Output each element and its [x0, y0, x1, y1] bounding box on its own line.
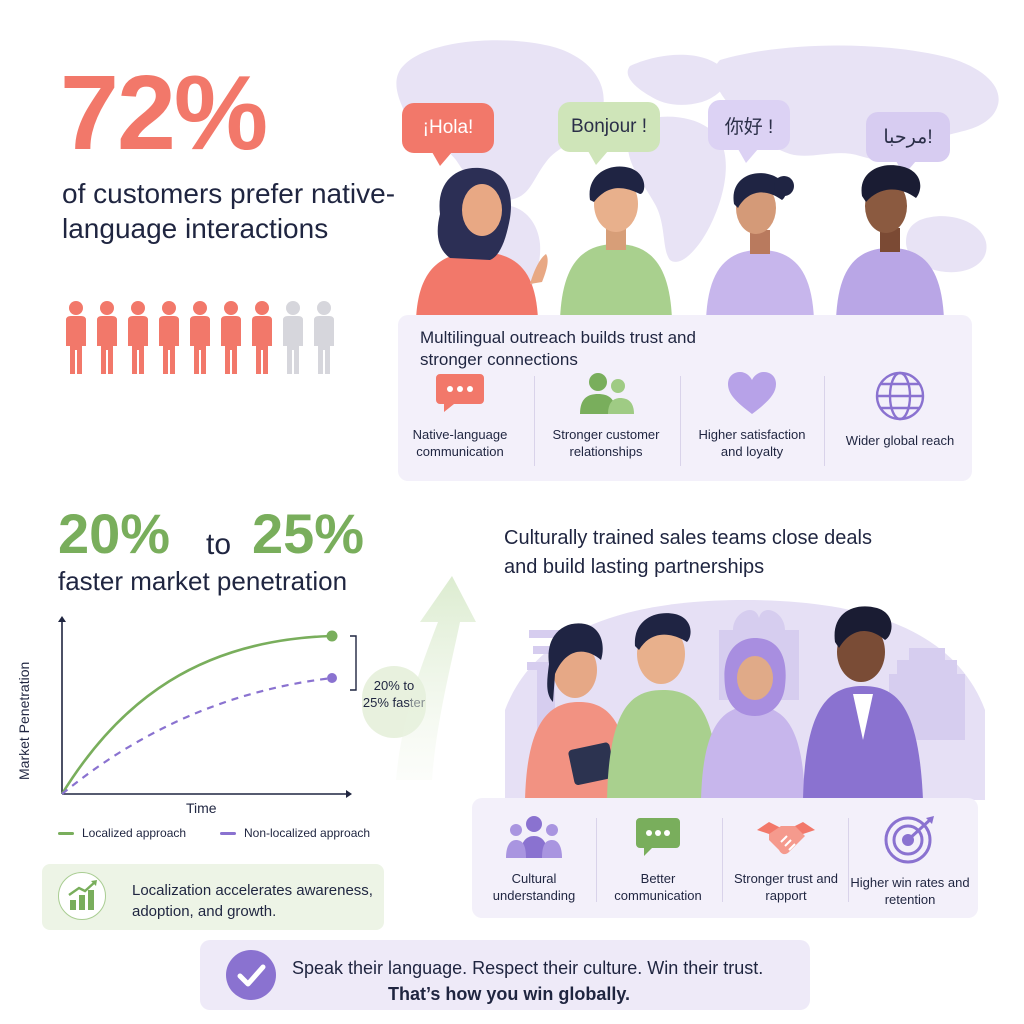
divider	[824, 376, 825, 466]
person-highlighted-icon	[66, 301, 86, 374]
legend-swatch-purple	[220, 831, 236, 835]
series-nonlocalized-endpoint	[327, 673, 337, 683]
salesperson-man-purple-icon	[803, 606, 923, 800]
sales-benefit-communication: Better communication	[596, 814, 720, 904]
group-icon	[506, 816, 562, 858]
series-nonlocalized-line	[61, 676, 333, 795]
insight-icon-wrap	[58, 872, 106, 920]
people-icon	[580, 373, 634, 414]
sales-benefit-trust: Stronger trust and rapport	[724, 814, 848, 904]
greeting-bubble-spanish: ¡Hola!	[402, 103, 494, 166]
footer-tagline: Speak their language. Respect their cult…	[292, 958, 764, 978]
checkmark-icon	[237, 964, 266, 987]
salesperson-man-green-icon	[607, 613, 719, 800]
sales-team-illustration	[505, 600, 985, 800]
speaker-woman-coral-icon	[416, 167, 548, 320]
sales-benefit-label: Cultural understanding	[492, 871, 576, 903]
greeting-bubble-chinese: 你好 !	[708, 100, 790, 163]
stat-native-caption: of customers prefer native-language inte…	[62, 178, 396, 244]
person-highlighted-icon	[221, 301, 241, 374]
footer-check-wrap	[226, 950, 276, 1000]
speaker-man-green-icon	[560, 166, 672, 320]
sales-benefit-label: Better communication	[614, 871, 702, 903]
trust-panel-heading: Multilingual outreach builds trust and s…	[420, 328, 696, 369]
salesperson-woman-coral-icon	[525, 623, 631, 800]
legend-item-localized: Localized approach	[58, 826, 186, 840]
benefit-relationships: Stronger customer relationships	[541, 370, 671, 470]
divider	[534, 376, 535, 466]
legend-swatch-green	[58, 831, 74, 835]
speaker-woman-lavender-icon	[706, 173, 814, 320]
speaker-man-purple-icon	[836, 165, 944, 320]
series-localized-endpoint	[326, 630, 338, 642]
gap-bracket	[350, 635, 357, 691]
globe-icon	[875, 371, 925, 421]
benefit-satisfaction: Higher satisfaction and loyalty	[687, 370, 817, 470]
person-highlighted-icon	[128, 301, 148, 374]
salesperson-woman-hijab-icon	[701, 638, 805, 800]
person-highlighted-icon	[97, 301, 117, 374]
stat-penetration-caption: faster market penetration	[58, 566, 348, 596]
benefit-global-reach: Wider global reach	[835, 370, 965, 470]
handshake-icon	[757, 822, 815, 855]
footer-closing: That’s how you win globally.	[388, 984, 631, 1004]
benefit-native-language: Native-language communication	[395, 370, 525, 470]
chart-x-axis-arrow	[346, 790, 352, 798]
divider	[680, 376, 681, 466]
divider	[596, 818, 597, 902]
sales-benefit-cultural: Cultural understanding	[472, 814, 596, 904]
stat-penetration-connector: to	[206, 528, 232, 561]
stat-native-value: 72%	[60, 54, 268, 172]
chart-y-label: Market Penetration	[16, 661, 32, 780]
person-highlighted-icon	[159, 301, 179, 374]
chart-legend: Localized approach Non-localized approac…	[58, 826, 398, 842]
sales-benefit-label: Higher win rates and retention	[850, 875, 970, 907]
growth-chart-icon	[68, 880, 97, 910]
person-highlighted-icon	[252, 301, 272, 374]
sales-heading: Culturally trained sales teams close dea…	[504, 527, 872, 578]
divider	[722, 818, 723, 902]
greeting-bubble-arabic: مرحبا!	[866, 112, 950, 175]
penetration-chart	[58, 616, 357, 798]
growth-arrow-icon	[396, 576, 476, 780]
target-icon	[884, 816, 934, 864]
chart-x-label: Time	[186, 800, 217, 816]
benefit-label: Higher satisfaction and loyalty	[698, 427, 806, 459]
divider	[848, 818, 849, 902]
chat-bubble-icon	[436, 374, 484, 412]
benefit-label: Native-language communication	[412, 427, 508, 459]
heart-icon	[728, 372, 776, 414]
benefit-label: Stronger customer relationships	[552, 427, 660, 459]
series-localized-line	[60, 634, 333, 795]
stat-penetration-high: 25%	[252, 502, 365, 565]
legend-item-nonlocalized: Non-localized approach	[220, 826, 370, 840]
legend-label: Non-localized approach	[244, 826, 371, 840]
footer-banner	[200, 940, 810, 1010]
insight-text: Localization accelerates awareness, adop…	[132, 882, 373, 920]
stat-penetration-low: 20%	[58, 502, 171, 565]
person-muted-icon	[314, 301, 334, 374]
sales-benefit-win-rates: Higher win rates and retention	[848, 814, 972, 908]
chat-bubble-icon	[636, 818, 680, 856]
chart-y-axis-arrow	[58, 616, 66, 622]
people-pictogram	[62, 300, 342, 376]
legend-label: Localized approach	[82, 826, 187, 840]
benefit-label: Wider global reach	[845, 433, 955, 448]
person-highlighted-icon	[190, 301, 210, 374]
person-muted-icon	[283, 301, 303, 374]
sales-benefit-label: Stronger trust and rapport	[733, 871, 839, 903]
greeting-bubble-french: Bonjour !	[558, 102, 660, 165]
speakers-illustration	[416, 165, 944, 320]
